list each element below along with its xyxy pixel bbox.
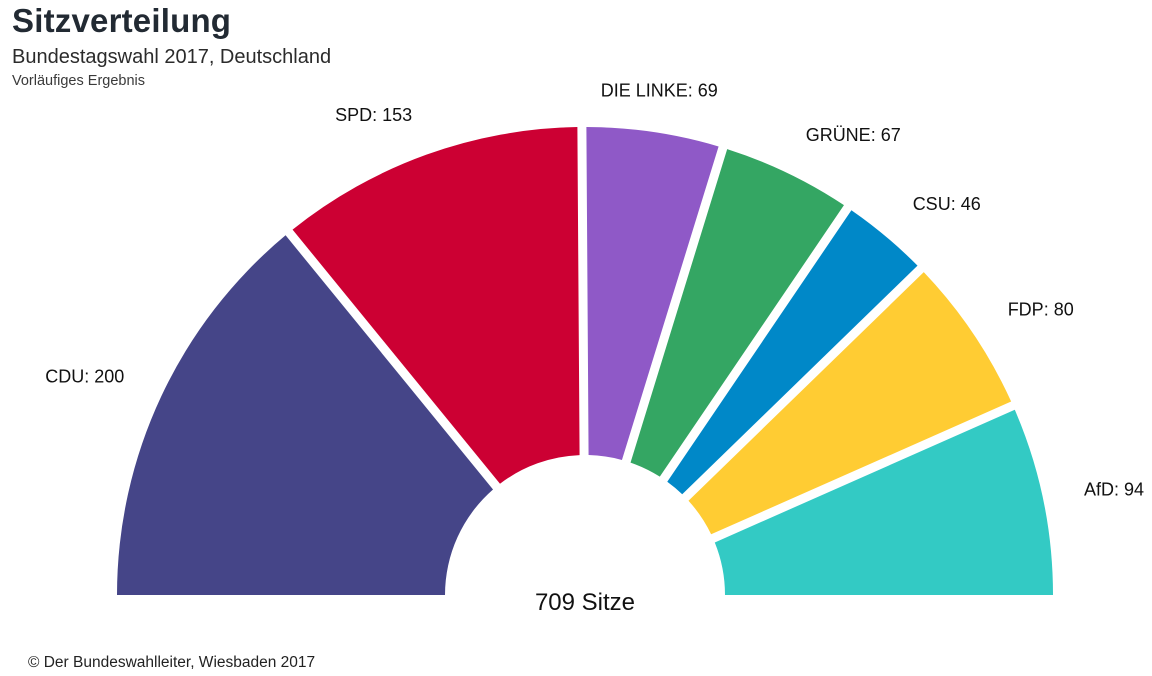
segment-die-linke: [586, 127, 719, 460]
label-afd: AfD: 94: [1084, 480, 1144, 500]
segment-csu: [667, 210, 918, 495]
label-die-linke: DIE LINKE: 69: [601, 80, 718, 100]
label-fdp: FDP: 80: [1008, 300, 1074, 320]
segments-group: [116, 127, 1053, 595]
label-cdu: CDU: 200: [45, 366, 124, 386]
label-spd: SPD: 153: [335, 105, 412, 125]
label-gr-ne: GRÜNE: 67: [806, 125, 901, 145]
segment-spd: [292, 127, 580, 484]
segment-cdu: [116, 235, 494, 595]
result-note: Vorläufiges Ergebnis: [12, 73, 145, 89]
chart-subtitle: Bundestagswahl 2017, Deutschland: [12, 46, 332, 68]
source-credit: © Der Bundeswahlleiter, Wiesbaden 2017: [28, 654, 316, 671]
labels-group: CDU: 200 SPD: 153 DIE LINKE: 69 GRÜNE: 67 CS…: [45, 80, 1144, 499]
segment-gr-ne: [630, 149, 844, 477]
chart-title: Sitzverteilung: [12, 2, 232, 39]
label-csu: CSU: 46: [913, 194, 981, 214]
segment-fdp: [688, 272, 1012, 535]
total-seats-label: 709 Sitze: [535, 589, 635, 616]
segment-afd: [714, 409, 1053, 595]
